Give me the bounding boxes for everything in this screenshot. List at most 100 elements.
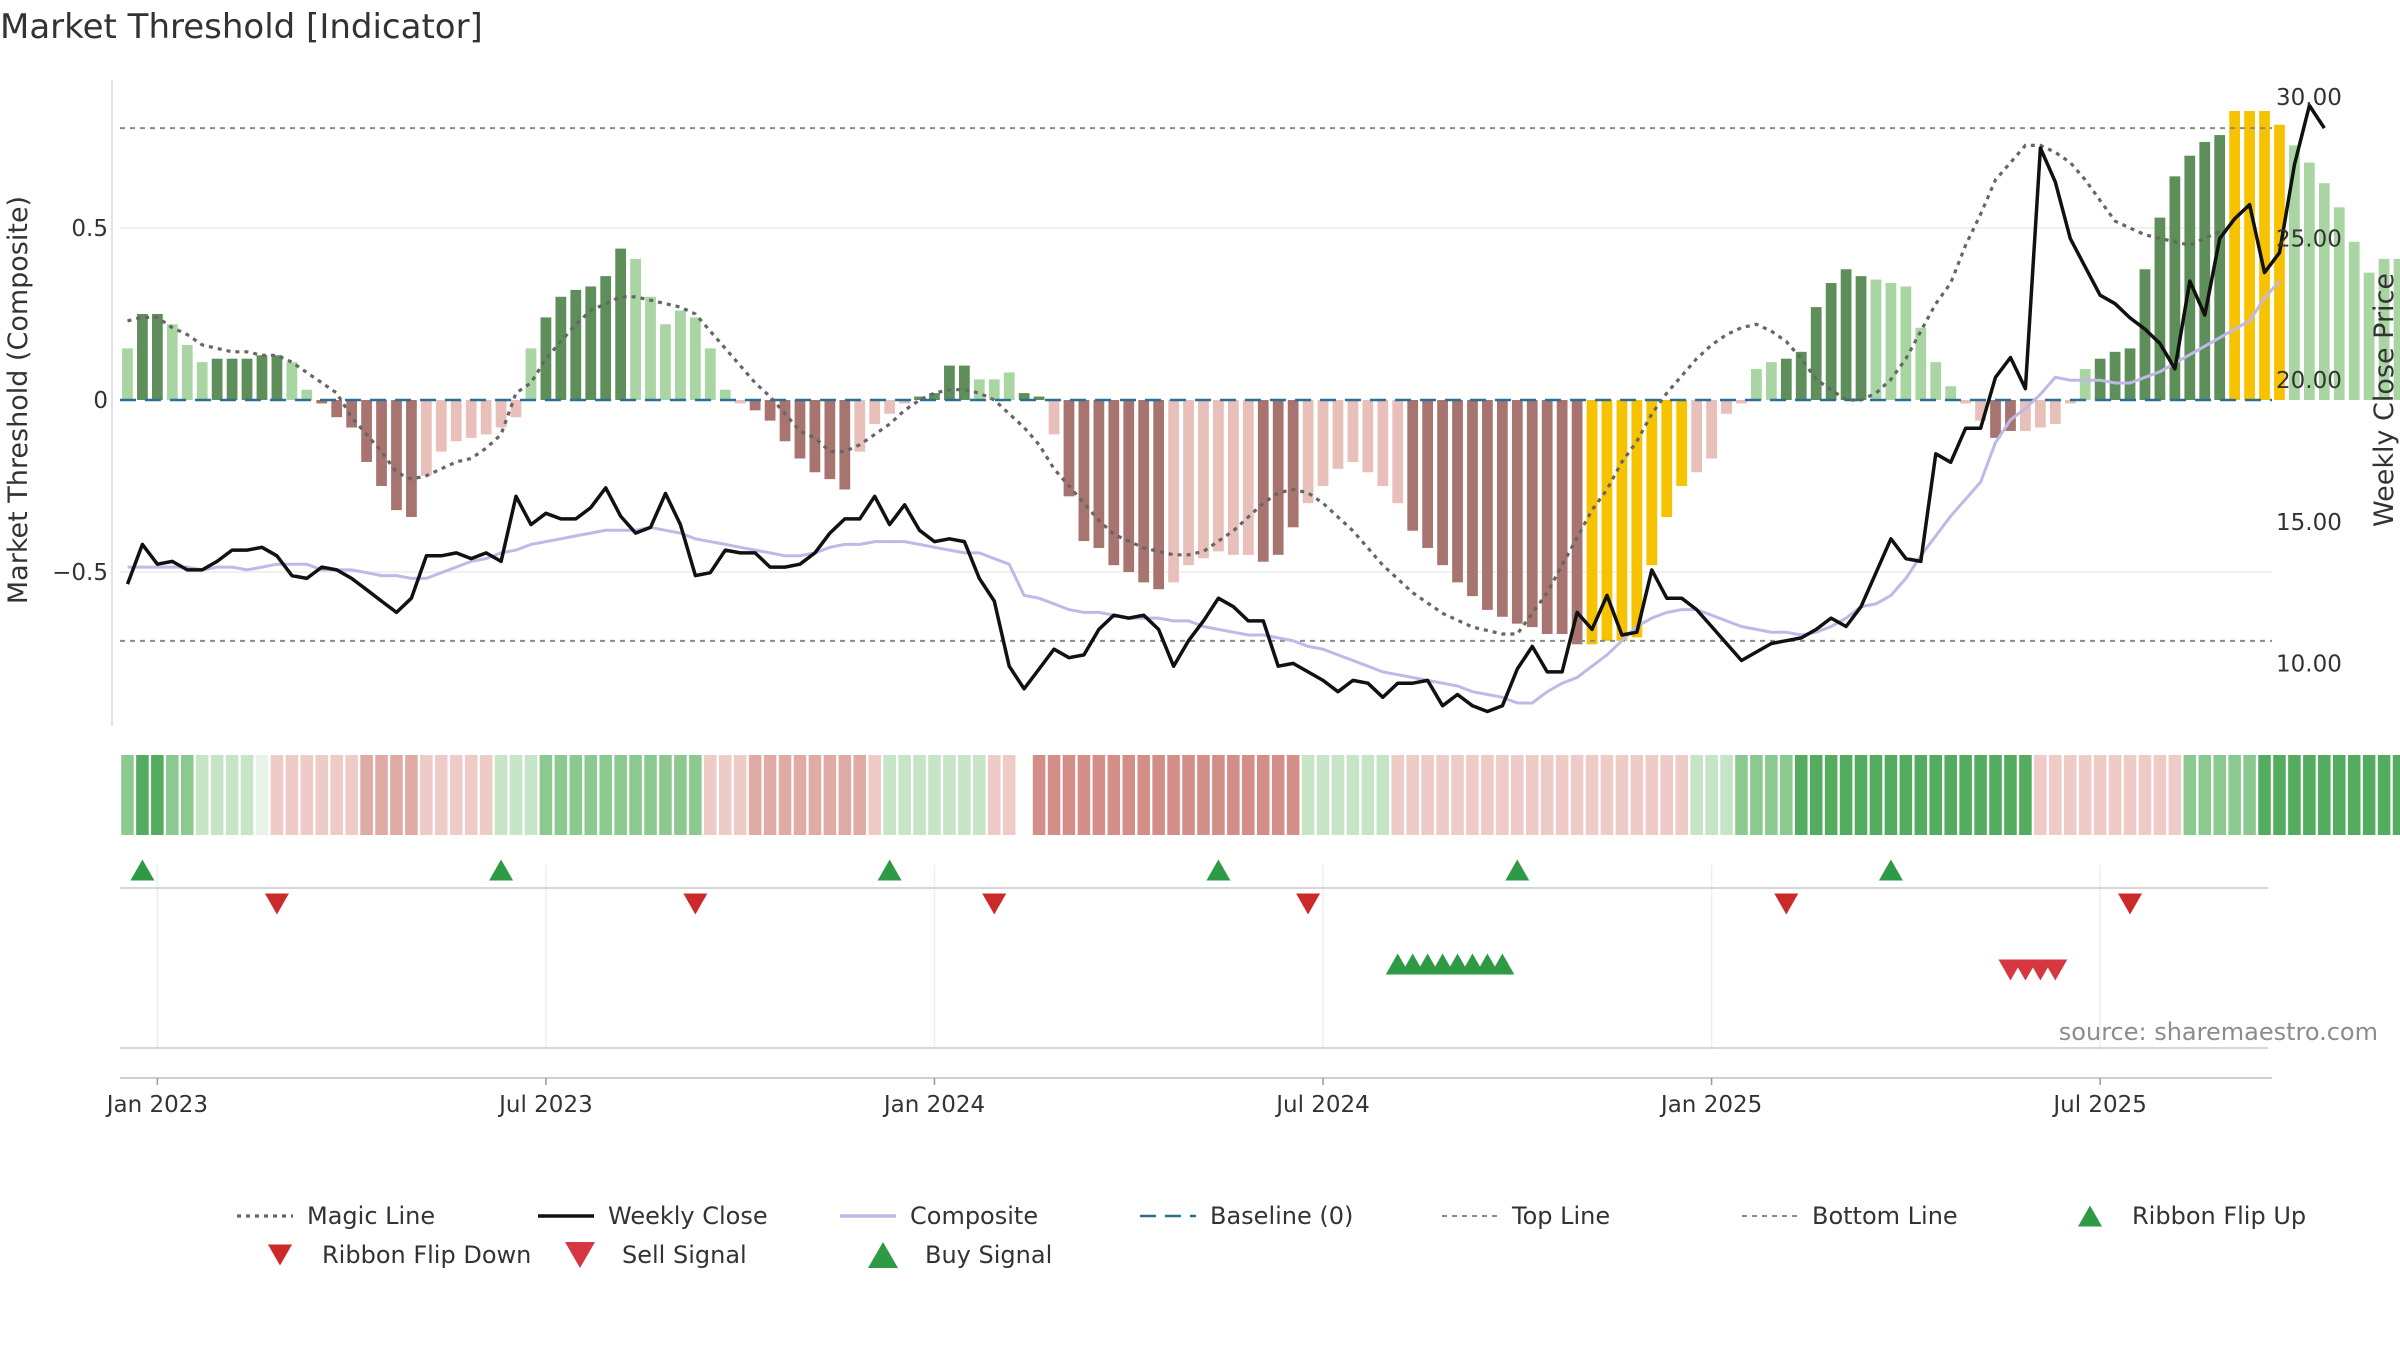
- composite-bar: [615, 248, 627, 400]
- ribbon-cell: [793, 755, 807, 835]
- composite-bar: [1272, 400, 1284, 555]
- ribbon-cell: [524, 755, 538, 835]
- ribbon-cell: [614, 755, 627, 835]
- composite-bar: [1482, 400, 1493, 610]
- ribbon-cell: [195, 755, 209, 835]
- ribbon-cell: [2243, 755, 2256, 835]
- legend-label: Ribbon Flip Down: [322, 1241, 531, 1269]
- ribbon-cell: [1271, 755, 1285, 835]
- ribbon-cell: [1451, 755, 1464, 835]
- ribbon-flip-down-marker: [1296, 893, 1321, 915]
- ribbon-cell: [2168, 755, 2182, 835]
- composite-bar: [346, 400, 358, 428]
- ribbon-cell: [1107, 755, 1121, 835]
- composite-bar: [1242, 400, 1254, 555]
- ribbon-cell: [2019, 755, 2032, 835]
- composite-bar: [1990, 400, 2001, 438]
- composite-bar: [2199, 141, 2211, 400]
- ribbon-cell: [1869, 755, 1883, 835]
- composite-bar: [1556, 400, 1568, 634]
- composite-bar: [2154, 217, 2166, 400]
- legend-item-baseline: Baseline (0): [1140, 1202, 1353, 1230]
- ribbon-cell: [360, 755, 373, 835]
- ribbon-flip-up-marker: [1505, 859, 1530, 881]
- ribbon-cell: [1406, 755, 1419, 835]
- ribbon-cell: [240, 755, 254, 835]
- composite-bar: [1930, 362, 1942, 400]
- composite-bar: [2064, 400, 2076, 404]
- composite-bar: [1855, 276, 1867, 400]
- composite-bar: [1138, 400, 1150, 583]
- composite-bar: [749, 400, 761, 411]
- ribbon-cell: [868, 755, 881, 835]
- ribbon-cell: [1809, 755, 1823, 835]
- composite-bar: [1407, 400, 1419, 531]
- ribbon-cell: [464, 755, 478, 835]
- ribbon-cell: [225, 755, 239, 835]
- ribbon-cell: [1705, 755, 1718, 835]
- composite-bar: [2184, 155, 2196, 400]
- axes: 0.5 0 −0.5 30.00 25.00 20.00 15.00 10.00 Market …: [3, 80, 2400, 726]
- ribbon-cell: [778, 755, 792, 835]
- ribbon-cell: [2034, 755, 2047, 835]
- composite-bar: [1915, 327, 1927, 400]
- composite-bar: [2139, 269, 2151, 400]
- ribbon-cell: [2138, 755, 2152, 835]
- composite-bar: [1257, 400, 1269, 562]
- ribbon-cell: [1884, 755, 1898, 835]
- composite-bar: [1347, 400, 1359, 462]
- ribbon-cell: [838, 755, 852, 835]
- composite-bar: [122, 348, 133, 400]
- composite-bar: [570, 289, 582, 400]
- ribbon-cell: [1316, 755, 1330, 835]
- signal-panels: [120, 859, 2268, 1050]
- ribbon-cell: [390, 755, 403, 835]
- x-axis: Jan 2023 Jul 2023 Jan 2024 Jul 2024 Jan 2025…: [105, 1077, 2272, 1118]
- ribbon-cell: [1047, 755, 1061, 835]
- ribbon-cell: [255, 755, 269, 835]
- ribbon-flip-down-marker: [982, 893, 1007, 915]
- composite-bar: [988, 379, 1000, 400]
- composite-bar: [1168, 400, 1179, 583]
- ribbon-cell: [509, 755, 523, 835]
- ribbon-cell: [973, 755, 986, 835]
- ribbon-cell: [2108, 755, 2122, 835]
- composite-bar: [1975, 400, 1986, 421]
- grid: [120, 227, 2272, 573]
- legend-label: Weekly Close: [608, 1202, 768, 1230]
- composite-bar: [495, 400, 507, 428]
- ribbon-cell: [330, 755, 343, 835]
- composite-bar: [241, 358, 253, 400]
- composite-bar: [1631, 400, 1643, 638]
- legend-item-buy: Buy Signal: [868, 1241, 1052, 1269]
- composite-bar: [899, 400, 910, 404]
- composite-bar: [2005, 400, 2016, 431]
- ribbon-cell: [1824, 755, 1838, 835]
- composite-bar: [884, 400, 896, 414]
- legend-item-composite: Composite: [840, 1202, 1038, 1230]
- ribbon-cell: [748, 755, 762, 835]
- ribbon-cell: [2273, 755, 2286, 835]
- legend-swatch: [268, 1244, 292, 1266]
- composite-bar: [226, 358, 238, 400]
- legend-label: Buy Signal: [925, 1241, 1052, 1269]
- composite-bar: [391, 400, 402, 511]
- legend-label: Magic Line: [307, 1202, 435, 1230]
- legend-item-sell: Sell Signal: [565, 1241, 747, 1269]
- ribbon-cell: [1794, 755, 1808, 835]
- y-right-tick-label: 20.00: [2276, 368, 2342, 394]
- composite-bar: [1586, 400, 1598, 645]
- composite-bar: [1227, 400, 1239, 555]
- ribbon-cell: [1600, 755, 1614, 835]
- y-right-tick-label: 10.00: [2276, 651, 2342, 677]
- source-credit: source: sharemaestro.com: [2059, 1018, 2378, 1046]
- composite-bar: [361, 400, 372, 462]
- legend-item-flipup: Ribbon Flip Up: [2078, 1202, 2306, 1230]
- weekly-close-line: [125, 103, 2326, 714]
- ribbon-cell: [479, 755, 493, 835]
- ribbon-cell: [121, 755, 134, 835]
- composite-bar: [2348, 241, 2360, 400]
- composite-bar: [1198, 400, 1209, 559]
- legend-label: Top Line: [1511, 1202, 1610, 1230]
- ribbon-cell: [1511, 755, 1524, 835]
